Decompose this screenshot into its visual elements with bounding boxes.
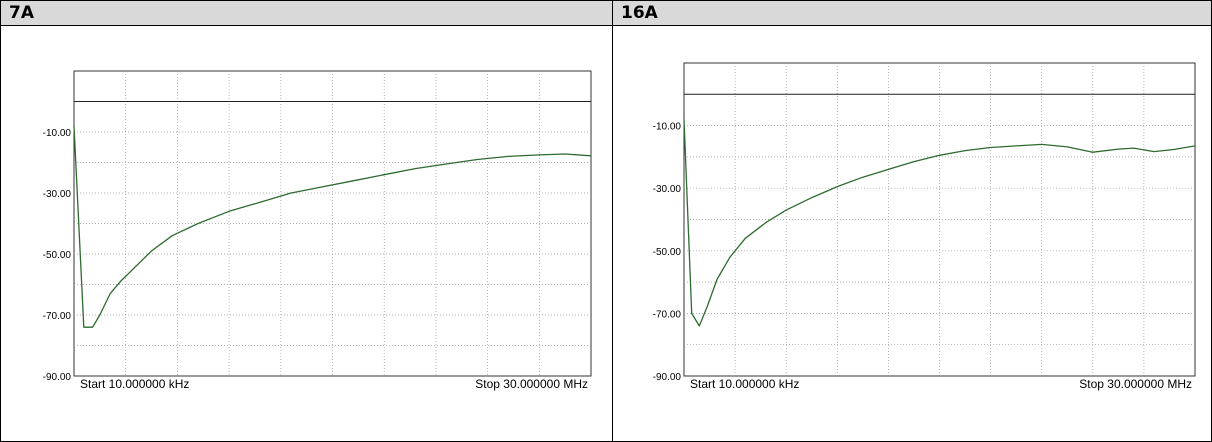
y-tick-label: -70.00	[43, 311, 72, 322]
y-tick-label: -50.00	[653, 247, 682, 258]
line-chart-16a: -10.00 -30.00 -50.00 -70.00 -90.00 Start 10.0…	[653, 62, 1196, 391]
x-stop-label: Stop 30.000000 MHz	[475, 377, 588, 391]
y-tick-label: -10.00	[653, 122, 682, 133]
y-tick-label: -90.00	[653, 372, 682, 383]
panel-header-7a: 7A	[1, 1, 612, 26]
panel-header-16a: 16A	[613, 1, 1211, 26]
y-tick-label: -30.00	[43, 189, 72, 200]
panel-title: 16A	[621, 3, 658, 23]
y-tick-label: -30.00	[653, 184, 682, 195]
panel-title: 7A	[9, 3, 34, 23]
x-stop-label: Stop 30.000000 MHz	[1079, 377, 1192, 391]
panel-16a: 16A -10.00 -30.00 -50.00 -70.00 -90.00 Start …	[613, 1, 1211, 441]
x-start-label: Start 10.000000 kHz	[80, 377, 189, 391]
series-line	[73, 125, 592, 328]
x-start-label: Start 10.000000 kHz	[690, 377, 799, 391]
y-tick-label: -50.00	[43, 250, 72, 261]
series-line	[683, 119, 1196, 327]
y-tick-label: -10.00	[43, 128, 72, 139]
line-chart-7a: -10.00 -30.00 -50.00 -70.00 -90.00 Start 10.0…	[43, 70, 592, 391]
y-tick-label: -70.00	[653, 309, 682, 320]
y-tick-label: -90.00	[43, 372, 72, 383]
panel-7a: 7A -10.00 -30.00 -50.00 -70.00 -90.00 Start 1…	[1, 1, 613, 441]
